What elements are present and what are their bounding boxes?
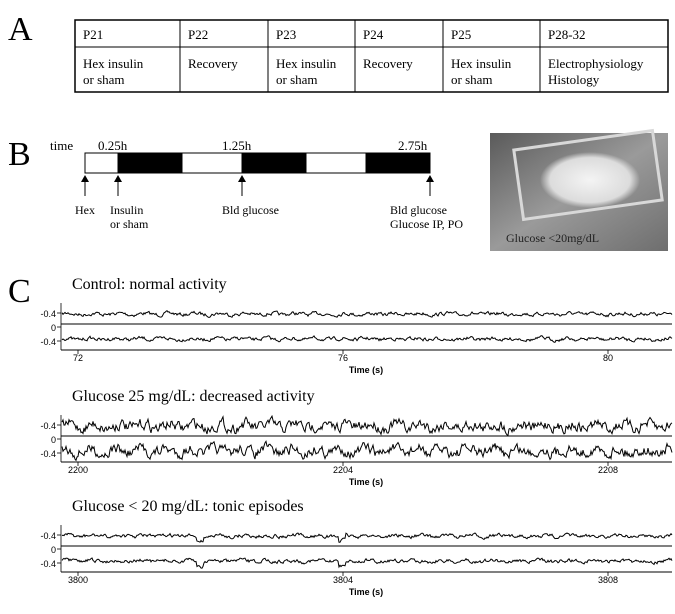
table-cell: or sham: [276, 72, 318, 87]
y-tick-label: -0.4: [40, 449, 56, 459]
eeg-trace: [62, 441, 672, 460]
timeline-segment: [366, 153, 430, 173]
table-cell: Histology: [548, 72, 600, 87]
timeline-event: Bld glucose: [390, 203, 447, 217]
y-tick-label: -0.4: [40, 309, 56, 319]
photo-caption: Glucose <20mg/dL: [506, 231, 599, 245]
eeg-trace: [62, 533, 672, 542]
x-tick-label: 3800: [68, 575, 88, 585]
table-cell: or sham: [83, 72, 125, 87]
timeline-event: or sham: [110, 217, 149, 231]
panel-label: B: [8, 136, 31, 173]
x-axis-label: Time (s): [349, 587, 383, 597]
timeline-segment: [118, 153, 182, 173]
timeline-label: time: [50, 138, 73, 153]
trace-title: Glucose 25 mg/dL: decreased activity: [72, 388, 315, 405]
x-tick-label: 72: [73, 353, 83, 363]
table-cell: Hex insulin: [276, 56, 337, 71]
y-tick-label: -0.4: [40, 531, 56, 541]
timeline-time: 2.75h: [398, 138, 428, 153]
timeline-segment: [306, 153, 366, 173]
x-tick-label: 2204: [333, 465, 353, 475]
x-tick-label: 2200: [68, 465, 88, 475]
x-tick-label: 2208: [598, 465, 618, 475]
x-tick-label: 3804: [333, 575, 353, 585]
eeg-trace: [62, 558, 672, 568]
y-tick-label: -0.4: [40, 421, 56, 431]
panel-label: A: [8, 11, 33, 48]
timeline-time: 1.25h: [222, 138, 252, 153]
timeline-event: Bld glucose: [222, 203, 279, 217]
table-cell: or sham: [451, 72, 493, 87]
y-tick-label: -0.4: [40, 559, 56, 569]
timeline-event: Hex: [75, 203, 95, 217]
table-header: P28-32: [548, 27, 586, 42]
timeline-segment: [85, 153, 118, 173]
y-tick-label: 0: [51, 545, 56, 555]
arrow-head: [238, 175, 246, 182]
figure: ABCP21Hex insulinor shamP22RecoveryP23He…: [0, 0, 675, 614]
trace-title: Glucose < 20 mg/dL: tonic episodes: [72, 498, 304, 515]
x-tick-label: 80: [603, 353, 613, 363]
eeg-trace: [62, 416, 672, 435]
trace-title: Control: normal activity: [72, 276, 227, 293]
timeline-segment: [242, 153, 306, 173]
table-cell: Recovery: [363, 56, 413, 71]
arrow-head: [426, 175, 434, 182]
table-cell: Hex insulin: [451, 56, 512, 71]
x-tick-label: 76: [338, 353, 348, 363]
y-tick-label: 0: [51, 323, 56, 333]
table-header: P21: [83, 27, 103, 42]
table-header: P25: [451, 27, 471, 42]
timeline-segment: [182, 153, 242, 173]
timeline-event: Insulin: [110, 203, 143, 217]
arrow-head: [114, 175, 122, 182]
table-cell: Electrophysiology: [548, 56, 644, 71]
table-header: P24: [363, 27, 384, 42]
x-axis-label: Time (s): [349, 477, 383, 487]
table-header: P23: [276, 27, 296, 42]
x-tick-label: 3808: [598, 575, 618, 585]
eeg-trace: [62, 336, 672, 343]
y-tick-label: -0.4: [40, 337, 56, 347]
table-cell: Recovery: [188, 56, 238, 71]
timeline-time: 0.25h: [98, 138, 128, 153]
eeg-trace: [62, 311, 672, 318]
panel-label: C: [8, 273, 31, 310]
x-axis-label: Time (s): [349, 365, 383, 375]
table-cell: Hex insulin: [83, 56, 144, 71]
photo-rat: [540, 152, 640, 208]
y-tick-label: 0: [51, 435, 56, 445]
table-header: P22: [188, 27, 208, 42]
timeline-event: Glucose IP, PO: [390, 217, 463, 231]
arrow-head: [81, 175, 89, 182]
